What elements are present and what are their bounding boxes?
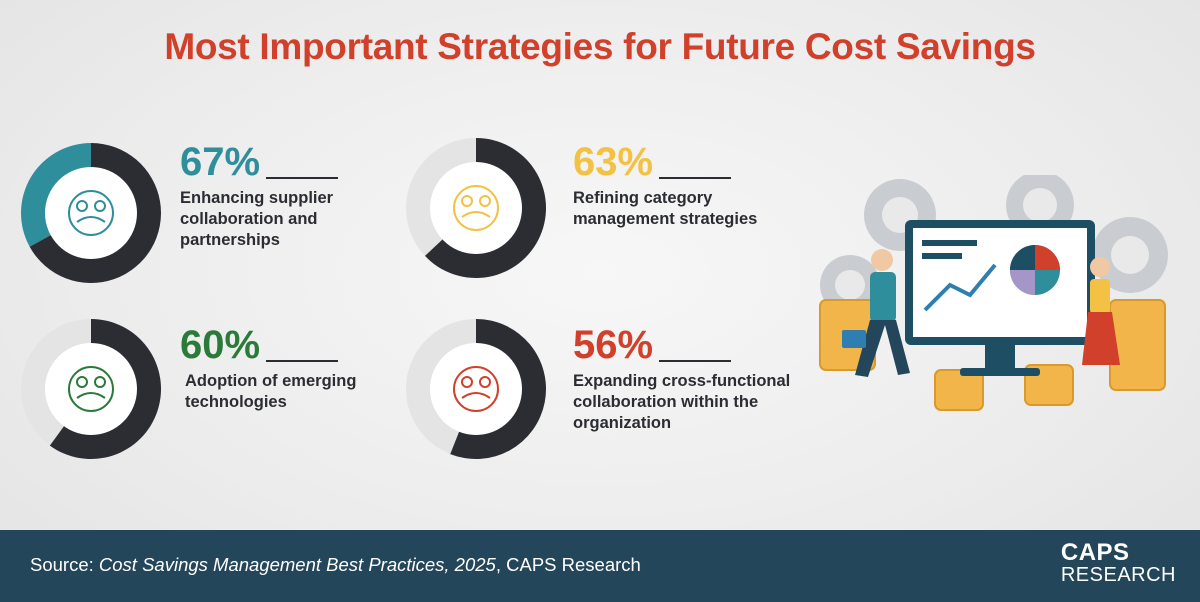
- stat-label: Adoption of emerging technologies: [185, 372, 357, 411]
- stat-label: Expanding cross-functional collaboration…: [573, 372, 791, 432]
- logo-line2: RESEARCH: [1060, 564, 1176, 586]
- stat-label: Enhancing supplier collaboration and par…: [180, 189, 334, 249]
- accent-rule: [659, 177, 732, 179]
- stat-supplier-collaboration: 67% Enhancing supplier collaboration and…: [180, 140, 339, 251]
- people-network-icon: [453, 366, 499, 412]
- people-network-icon-glyph: [461, 376, 491, 399]
- donut-center: [430, 343, 522, 435]
- cost-savings-illustration: [819, 175, 1168, 411]
- page-title: Most Important Strategies for Future Cos…: [164, 26, 1036, 67]
- donut-chart-category-management: [406, 138, 546, 278]
- tech-cycle-icon-glyph: [76, 376, 106, 399]
- stat-emerging-technologies: 60% Adoption of emerging technologies: [180, 325, 356, 413]
- stat-percent: 56%: [573, 323, 654, 367]
- handshake-gears-icon-glyph: [76, 200, 106, 223]
- source-citation: Source: Cost Savings Management Best Pra…: [30, 554, 641, 575]
- stat-percent: 60%: [180, 323, 261, 367]
- donut-chart-supplier-collaboration: [21, 143, 161, 283]
- hand-network-icon: [453, 185, 499, 231]
- stat-label: Refining category management strategies: [573, 189, 758, 228]
- monitor-icon: [905, 220, 1095, 376]
- stat-percent: 67%: [180, 140, 261, 184]
- handshake-gears-icon: [68, 190, 114, 236]
- footer-bar: Source: Cost Savings Management Best Pra…: [0, 530, 1200, 602]
- donut-center: [45, 167, 137, 259]
- accent-rule: [266, 360, 339, 362]
- donut-center: [430, 162, 522, 254]
- stat-cross-functional: 56% Expanding cross-functional collabora…: [573, 325, 790, 434]
- businessman-figure: [842, 249, 910, 377]
- businesswoman-figure: [1082, 257, 1120, 365]
- accent-rule: [659, 360, 732, 362]
- donut-chart-emerging-technologies: [21, 319, 162, 459]
- accent-rule: [266, 177, 339, 179]
- caps-research-logo: CAPS RESEARCH: [1060, 539, 1176, 587]
- hand-network-icon-glyph: [461, 195, 491, 218]
- donut-chart-cross-functional: [406, 319, 546, 459]
- stat-category-management: 63% Refining category management strateg…: [573, 142, 757, 230]
- stat-percent: 63%: [573, 140, 654, 184]
- logo-line1: CAPS: [1060, 539, 1130, 566]
- tech-cycle-icon: [68, 366, 114, 412]
- donut-center: [45, 343, 137, 435]
